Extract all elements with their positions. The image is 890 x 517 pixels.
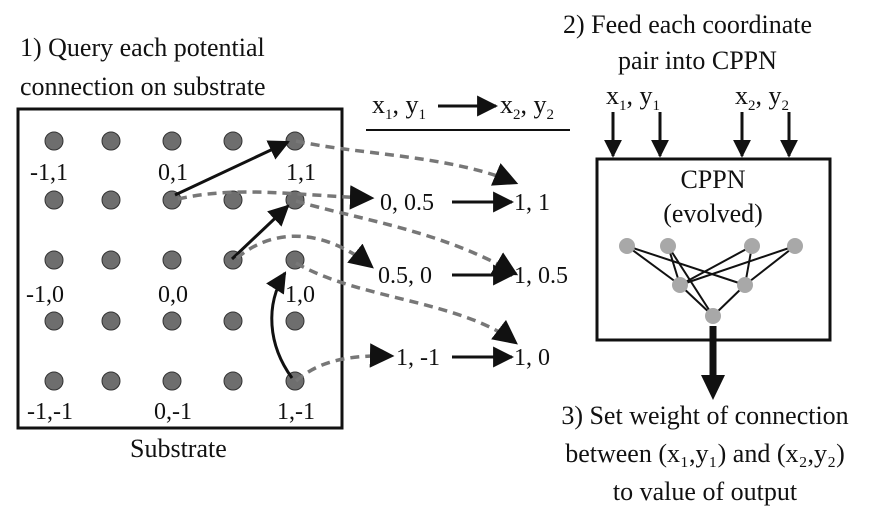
substrate-node (285, 311, 305, 331)
dashed-query-arrow (294, 343, 395, 383)
connection-arrow (230, 204, 290, 261)
substrate-label: 1,0 (285, 282, 315, 308)
step2-heading-line1: 2) Feed each coordinate (563, 10, 812, 39)
substrate-node (44, 311, 64, 331)
dashed-query-arrow (295, 199, 519, 276)
cppn-nodes (619, 238, 803, 324)
substrate-node (162, 250, 182, 270)
dashed-query-arrow (235, 234, 374, 269)
cppn-network (626, 245, 796, 317)
cppn-hidden-node (672, 277, 688, 293)
step2-heading-line2: pair into CPPN (618, 46, 777, 75)
step3-heading-line2: between (x₁,y₁) and (x₂,y₂) (565, 439, 845, 468)
cppn-output-node (705, 308, 721, 324)
svg-text:x2, y2: x2, y2 (735, 81, 789, 114)
cppn-hidden-node (737, 277, 753, 293)
query-from: 1, -1 (396, 345, 440, 371)
substrate-label: 0,0 (158, 282, 188, 308)
svg-text:x1, y1: x1, y1 (606, 81, 660, 114)
substrate-nodes (44, 131, 305, 391)
substrate-label: 0,1 (158, 160, 188, 186)
substrate-label: -1,1 (30, 160, 68, 186)
cppn-input-node (787, 238, 803, 254)
svg-text:x1, y1: x1, y1 (372, 90, 426, 123)
substrate-node (162, 371, 182, 391)
query-from: 0, 0.5 (380, 190, 434, 216)
mapping-header: x1, y1 x2, y2 (366, 90, 570, 131)
connection-arrow (266, 271, 294, 379)
query-to: 1, 1 (514, 190, 550, 216)
substrate-node (223, 371, 243, 391)
substrate-label: 1,1 (286, 160, 316, 186)
substrate-box (16, 107, 344, 430)
substrate-node (101, 131, 121, 151)
step3-heading-line3: to value of output (613, 477, 798, 506)
cppn-title: CPPN (680, 165, 745, 194)
step1-heading-line1: 1) Query each potential (20, 33, 265, 62)
substrate-label: -1,0 (26, 282, 64, 308)
substrate-node (101, 311, 121, 331)
svg-text:x2, y2: x2, y2 (500, 90, 554, 123)
substrate-label: -1,-1 (27, 399, 73, 425)
cppn-input-node (619, 238, 635, 254)
substrate-node (101, 371, 121, 391)
cppn-input-node (744, 238, 760, 254)
substrate-node (101, 190, 121, 210)
query-to: 1, 0.5 (514, 263, 568, 289)
substrate-node (44, 371, 64, 391)
substrate-node (162, 131, 182, 151)
substrate-label: 0,-1 (154, 399, 192, 425)
substrate-caption: Substrate (130, 434, 227, 463)
step3-heading-line1: 3) Set weight of connection (561, 401, 848, 430)
step1-heading-line2: connection on substrate (20, 72, 266, 101)
connection-arrow (174, 140, 290, 197)
dashed-query-arrow (177, 185, 375, 210)
cppn-input-node (660, 238, 676, 254)
substrate-node (223, 190, 243, 210)
substrate-node (223, 311, 243, 331)
substrate-node (44, 131, 64, 151)
substrate-label: 1,-1 (277, 399, 315, 425)
output-arrow-head (701, 375, 725, 400)
dashed-query-arrow (295, 139, 519, 186)
substrate-node (44, 190, 64, 210)
substrate-node (44, 250, 64, 270)
query-to: 1, 0 (514, 345, 550, 371)
query-from: 0.5, 0 (378, 263, 432, 289)
substrate-node (223, 131, 243, 151)
cppn-subtitle: (evolved) (663, 199, 763, 228)
cppn-inputs: x1, y1 x2, y2 (604, 81, 798, 158)
substrate-node (101, 250, 121, 270)
substrate-node (162, 311, 182, 331)
